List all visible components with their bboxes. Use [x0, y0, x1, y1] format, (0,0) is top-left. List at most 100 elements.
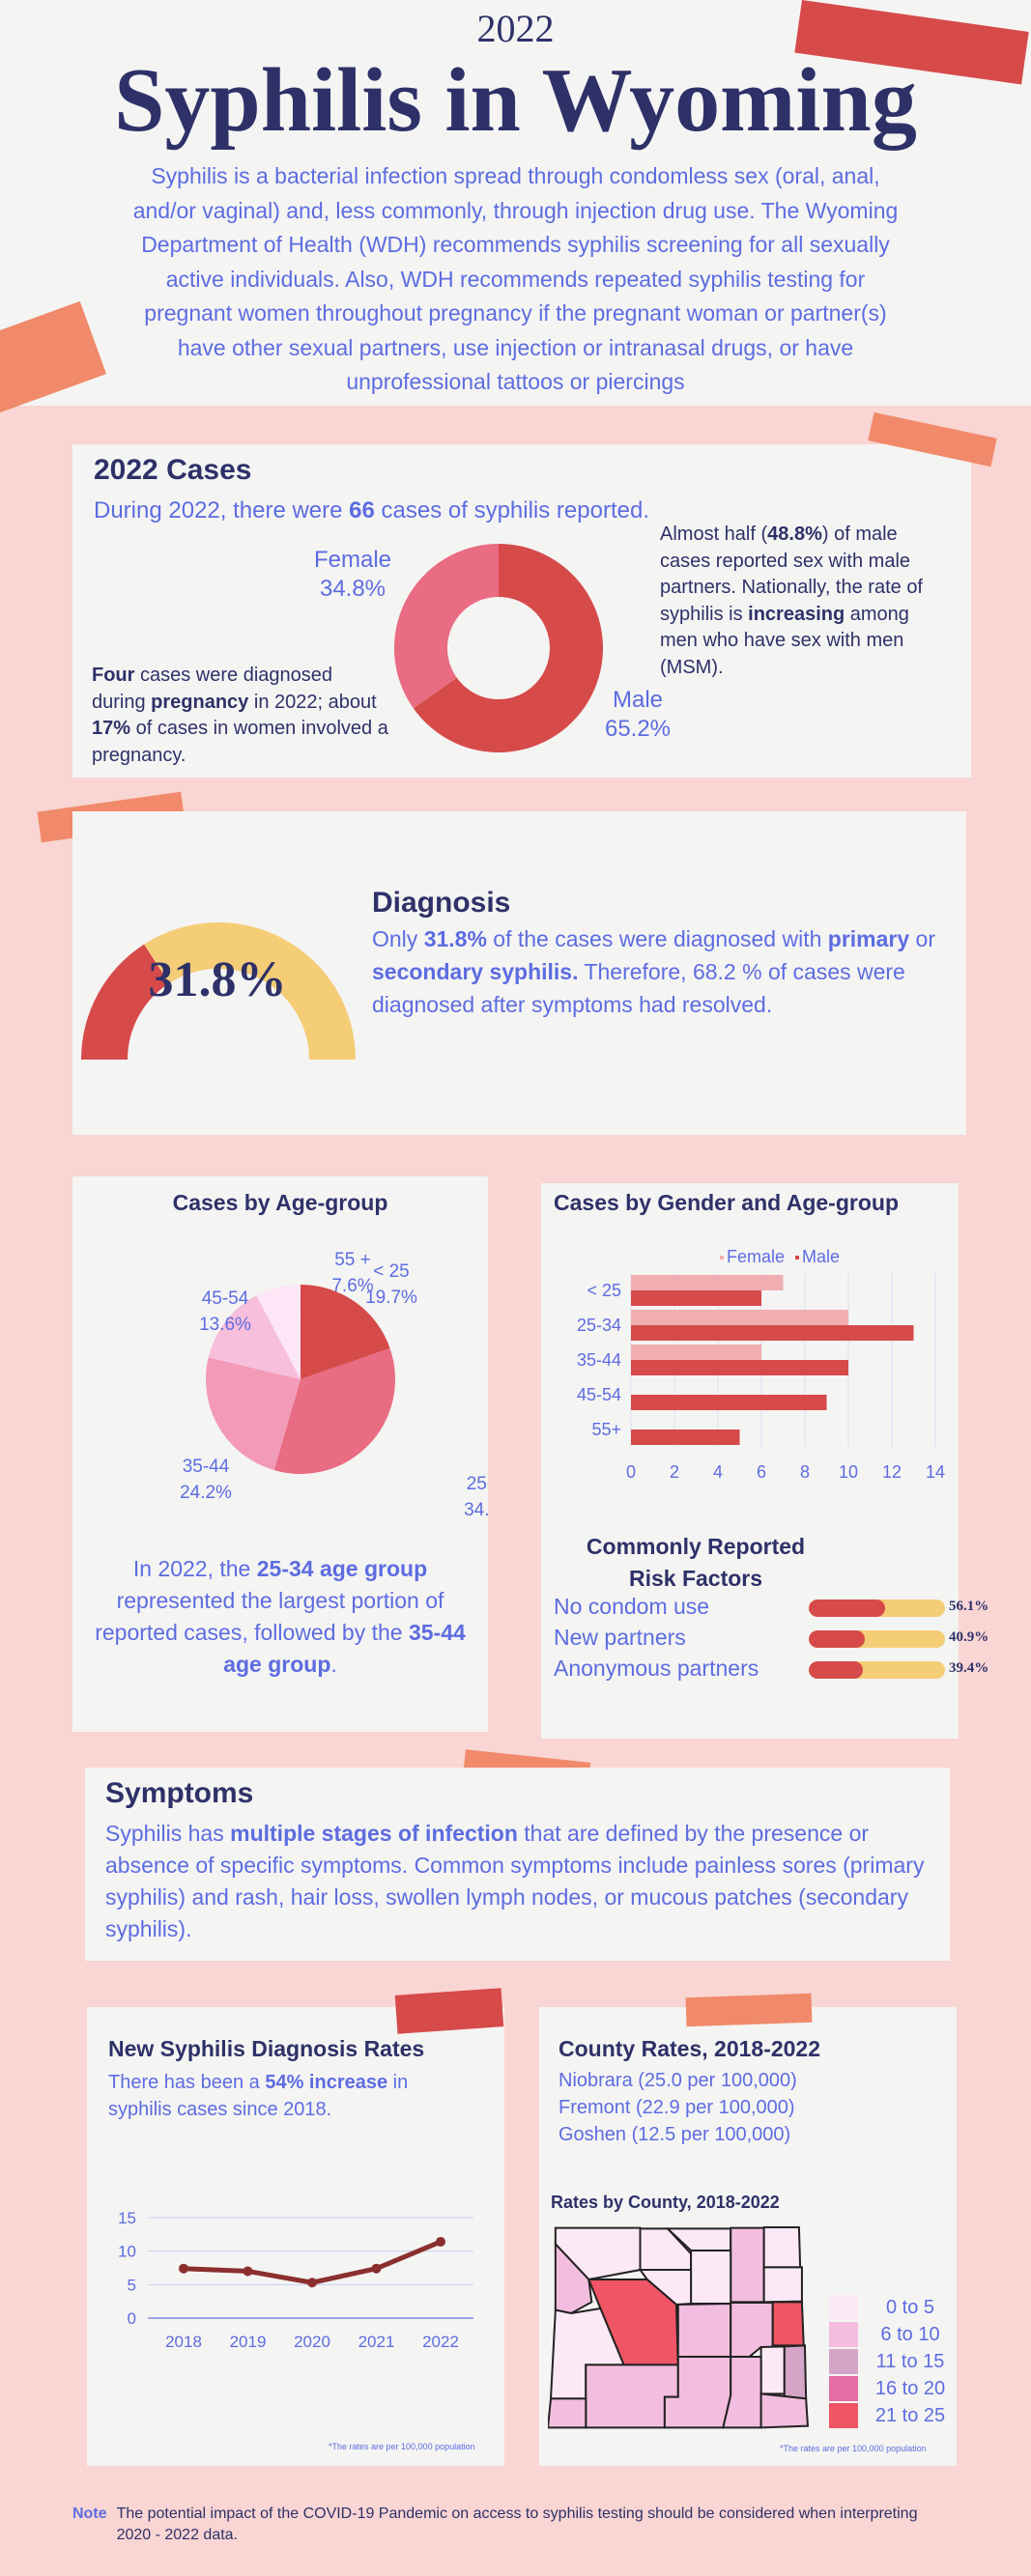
map-title: Rates by County, 2018-2022	[551, 2193, 780, 2212]
x-tick-label: 2021	[358, 2333, 395, 2351]
rates-text: There has been a 54% increase in syphili…	[108, 2072, 409, 2120]
y-tick-label: 35-44	[577, 1350, 621, 1370]
gauge-segment	[144, 922, 356, 1060]
x-tick-label: 8	[800, 1462, 810, 1482]
pie-slice	[301, 1285, 390, 1379]
data-point	[307, 2278, 317, 2288]
legend-swatch	[829, 2349, 858, 2374]
bar-female	[631, 1275, 784, 1290]
x-tick-label: 2020	[294, 2333, 330, 2351]
legend-label: 16 to 20	[874, 2378, 946, 2399]
x-tick-label: 2022	[422, 2333, 459, 2351]
symptoms-text: Syphilis has multiple stages of infectio…	[105, 1821, 925, 1941]
symptoms-title: Symptoms	[105, 1777, 254, 1809]
x-tick-label: 12	[882, 1462, 902, 1482]
bar-male	[631, 1430, 740, 1445]
legend-label: 11 to 15	[875, 2351, 945, 2372]
page-title: Syphilis in Wyoming	[114, 50, 917, 151]
legend-label: 21 to 25	[874, 2405, 946, 2426]
legend-swatch	[720, 1256, 724, 1260]
pie-label-category: < 25	[373, 1261, 410, 1282]
data-point	[371, 2263, 382, 2274]
bar-male	[631, 1360, 848, 1375]
pie-label-value: 7.6%	[331, 1276, 373, 1296]
gender-bar-chart: 0 2 4 6 8 10 12 14 < 25 25-34 35-44 45-54 55+ Female M…	[577, 1247, 945, 1482]
legend-label: 0 to 5	[885, 2297, 935, 2318]
bar-female	[631, 1310, 848, 1325]
legend-swatch	[829, 2322, 858, 2347]
county-shape	[764, 2227, 800, 2267]
x-tick-label: 2018	[165, 2333, 202, 2351]
county-shape	[761, 2393, 808, 2427]
rates-line-chart: 0 5 10 15 2018 2019 2020 2021 2022	[118, 2209, 473, 2351]
gender-donut-chart	[393, 544, 603, 752]
diagnosis-text: Only 31.8% of the cases were diagnosed w…	[372, 926, 935, 1017]
legend-swatch	[829, 2403, 858, 2428]
legend-label: 6 to 10	[880, 2324, 940, 2345]
x-tick-label: 14	[926, 1462, 945, 1482]
header-bg	[0, 0, 1031, 406]
risk-bar-fill	[809, 1599, 886, 1617]
rates-footnote: *The rates are per 100,000 population	[329, 2442, 475, 2451]
female-label: Female 34.8%	[313, 547, 392, 602]
risk-bar-track	[809, 1661, 945, 1679]
x-tick-label: 2	[670, 1462, 679, 1482]
y-tick-label: 45-54	[577, 1385, 621, 1404]
gauge-value: 31.8%	[148, 952, 287, 1007]
county-shape	[764, 2267, 802, 2302]
county-title: County Rates, 2018-2022	[558, 2036, 821, 2061]
risk-title: Commonly Reported Risk Factors	[586, 1534, 806, 1591]
pie-label-value: 19.7%	[365, 1288, 417, 1308]
risk-label: Anonymous partners	[554, 1656, 759, 1681]
age-summary: In 2022, the 25-34 age group represented…	[95, 1556, 466, 1677]
legend-swatch	[829, 2376, 858, 2401]
county-shape	[691, 2250, 730, 2304]
county-shape	[556, 2244, 591, 2313]
county-shape	[678, 2304, 730, 2357]
male-label: Male 65.2%	[604, 687, 672, 742]
rates-title: New Syphilis Diagnosis Rates	[108, 2036, 425, 2061]
county-shape	[785, 2345, 806, 2398]
risk-value: 39.4%	[949, 1660, 989, 1676]
y-tick-label: 10	[118, 2243, 136, 2261]
legend-swatch	[795, 1256, 799, 1260]
county-shape	[773, 2302, 804, 2345]
donut-slice-female	[393, 544, 499, 709]
pie-label-value: 13.6%	[199, 1315, 251, 1335]
note-text: The potential impact of the COVID-19 Pan…	[116, 2505, 918, 2543]
county-shape	[723, 2357, 760, 2427]
county-shape	[730, 2228, 763, 2303]
msm-text: Almost half (48.8%) of male cases report…	[660, 524, 923, 678]
data-point	[179, 2263, 188, 2274]
pie-label-category: 35-44	[183, 1457, 230, 1477]
pie-slice	[273, 1347, 395, 1474]
risk-value: 56.1%	[949, 1599, 989, 1614]
risk-bar-track	[809, 1599, 945, 1617]
report-year: 2022	[476, 7, 555, 50]
y-tick-label: < 25	[587, 1281, 621, 1300]
symptoms-card	[85, 1768, 950, 1961]
cases-title: 2022 Cases	[94, 454, 252, 486]
y-tick-label: 0	[128, 2309, 136, 2328]
county-top-list: Niobrara (25.0 per 100,000) Fremont (22.9…	[558, 2070, 797, 2145]
x-tick-label: 0	[626, 1462, 636, 1482]
pie-label-value: 34.8%	[464, 1500, 488, 1520]
age-pie-chart: < 25 19.7% 25-34 34.8% 35-44 24.2% 45-54 13.6% 5…	[180, 1250, 488, 1520]
y-tick-label: 55+	[591, 1420, 621, 1439]
county-shape	[761, 2346, 785, 2393]
data-point	[243, 2266, 253, 2277]
pie-slice	[205, 1357, 301, 1471]
county-footnote: *The rates are per 100,000 population	[780, 2444, 927, 2453]
age-chart-title: Cases by Age-group	[172, 1190, 388, 1215]
pregnancy-text: Four cases were diagnosed during pregnan…	[92, 665, 388, 766]
wyoming-county-map	[548, 2226, 811, 2429]
diagnosis-card	[72, 811, 966, 1135]
line-series	[183, 2239, 442, 2285]
legend-label: Male	[802, 1247, 840, 1266]
pie-slice	[256, 1285, 301, 1379]
pie-label-category: 55 +	[334, 1250, 371, 1270]
bar-male	[631, 1325, 914, 1341]
donut-hole	[447, 597, 550, 699]
note-label: Note	[72, 2505, 107, 2522]
risk-bar-fill	[809, 1630, 865, 1648]
